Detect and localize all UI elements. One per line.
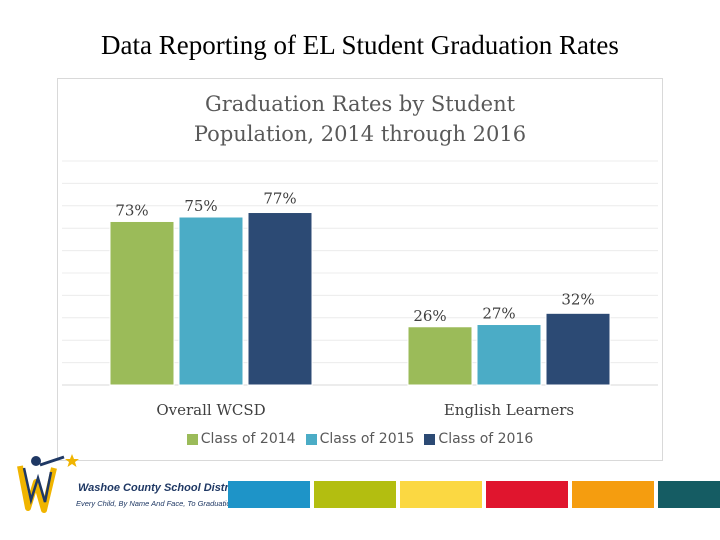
legend-item-class-2016: Class of 2016	[424, 431, 533, 447]
bar-chart: 73% 75% 77% Overall WCSD 26% 27% 32% English Le…	[62, 160, 658, 419]
bar-class-of-2014-overall-wcsd	[109, 220, 175, 386]
legend-swatch	[305, 433, 317, 445]
bar-class-of-2015-english-learners	[476, 324, 542, 386]
footer-stripe	[658, 481, 720, 508]
chart-title-line-2: Population, 2014 through 2016	[193, 122, 527, 146]
bar-class-of-2015-overall-wcsd	[178, 216, 244, 386]
data-label: 27%	[482, 305, 515, 323]
legend-label: Class of 2016	[438, 431, 534, 447]
data-label: 77%	[263, 190, 296, 208]
legend-label: Class of 2014	[200, 431, 296, 447]
chart-frame: 73% 75% 77% Overall WCSD 26% 27% 32% English Le…	[57, 78, 663, 461]
bar-class-of-2016-english-learners	[545, 312, 611, 386]
slide-title: Data Reporting of EL Student Graduation …	[101, 30, 619, 60]
data-label: 26%	[413, 307, 446, 325]
footer-stripe	[572, 481, 654, 508]
data-label: 73%	[115, 201, 148, 219]
chart-title-line-1: Graduation Rates by Student	[204, 92, 516, 116]
footer-stripe	[486, 481, 568, 508]
footer-stripe	[314, 481, 396, 508]
data-label: 32%	[561, 290, 594, 308]
bar-class-of-2016-overall-wcsd	[247, 212, 313, 386]
logo-tagline: Every Child, By Name And Face, To Gradua…	[76, 499, 235, 508]
district-logo: Washoe County School District Every Chil…	[14, 452, 242, 518]
legend-label: Class of 2015	[319, 431, 415, 447]
data-label: 75%	[184, 197, 217, 215]
category-label: English Learners	[444, 401, 574, 419]
legend-item-class-2014: Class of 2014	[186, 431, 296, 447]
footer-stripe	[400, 481, 482, 508]
legend-swatch	[186, 433, 198, 445]
logo-mark-icon	[17, 454, 79, 513]
chart-legend: Class of 2014 Class of 2015 Class of 201…	[58, 431, 662, 447]
bar-class-of-2014-english-learners	[407, 326, 473, 386]
category-label: Overall WCSD	[156, 401, 265, 419]
legend-item-class-2015: Class of 2015	[305, 431, 415, 447]
legend-swatch	[424, 433, 436, 445]
footer-stripe	[228, 481, 310, 508]
logo-name: Washoe County School District	[78, 482, 242, 494]
